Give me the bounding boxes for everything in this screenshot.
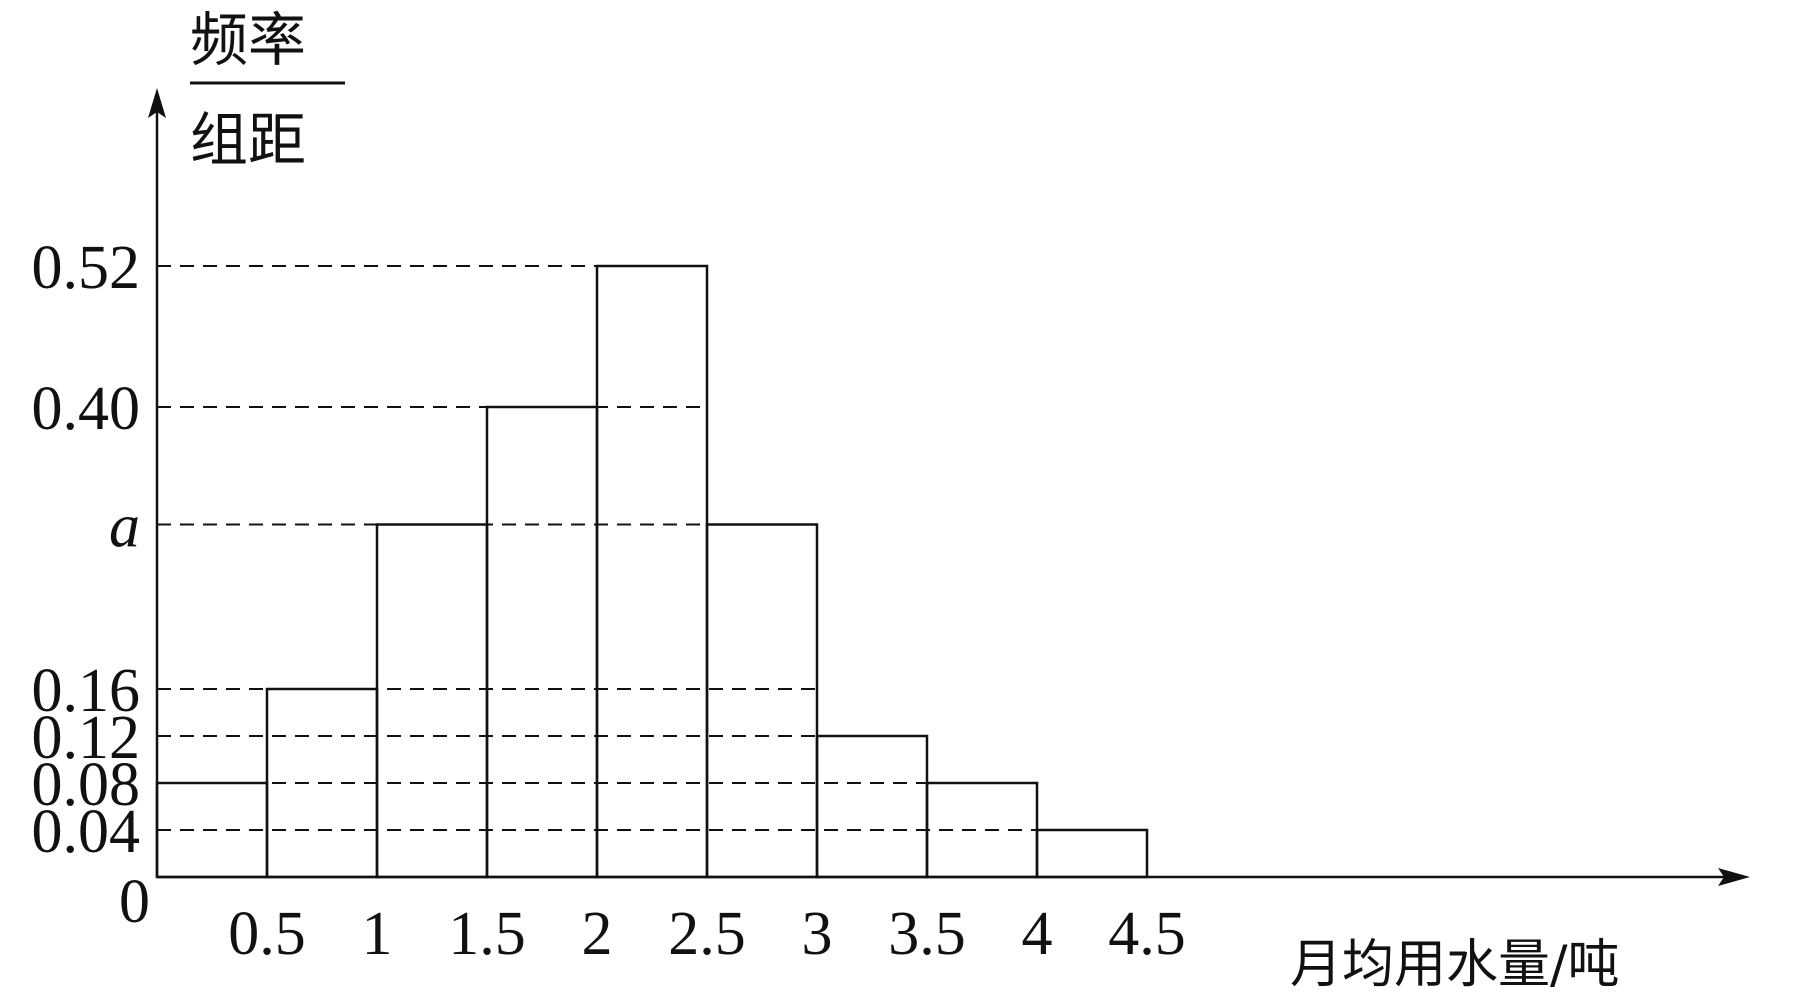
histogram-bar bbox=[485, 405, 599, 879]
y-axis-label: 频率 组距 bbox=[190, 6, 345, 174]
x-tick-label: 0.5 bbox=[228, 900, 306, 968]
histogram-bar bbox=[375, 523, 489, 879]
x-axis-label: 月均用水量/吨 bbox=[1290, 935, 1620, 995]
x-tick-label: 2 bbox=[582, 900, 613, 968]
x-tick-label: 0 bbox=[119, 868, 150, 936]
y-tick-label: 0.08 bbox=[32, 751, 141, 819]
y-tick-labels: 0.52 0.40 a 0.160.120.080.04 bbox=[32, 234, 141, 866]
x-tick-label: 1 bbox=[362, 900, 393, 968]
y-tick-label: a bbox=[109, 493, 140, 561]
x-tick-label: 4.5 bbox=[1108, 900, 1186, 968]
histogram-bar bbox=[705, 523, 819, 879]
x-tick-label: 3 bbox=[802, 900, 833, 968]
x-tick-label: 2.5 bbox=[668, 900, 746, 968]
y-axis-label-numerator: 频率 bbox=[190, 6, 306, 74]
y-axis-arrow bbox=[148, 88, 166, 118]
y-tick-label: 0.12 bbox=[32, 704, 141, 772]
bars bbox=[155, 264, 1149, 879]
y-tick-label: 0.04 bbox=[32, 798, 141, 866]
y-tick-label: 0.40 bbox=[32, 375, 141, 443]
x-axis-arrow bbox=[1718, 868, 1750, 886]
histogram-bar bbox=[815, 734, 929, 879]
y-axis-label-denominator: 组距 bbox=[190, 106, 306, 174]
x-tick-label: 1.5 bbox=[448, 900, 526, 968]
x-tick-label: 3.5 bbox=[888, 900, 966, 968]
histogram-bar bbox=[1035, 828, 1149, 879]
y-tick-label: 0.52 bbox=[32, 234, 141, 302]
x-tick-labels: 0 0.5 1 1.5 2 2.5 3 3.5 4 4.5 bbox=[119, 868, 1186, 968]
reference-lines bbox=[157, 265, 1147, 831]
axes bbox=[148, 88, 1750, 886]
y-tick-label: 0.16 bbox=[32, 657, 141, 725]
x-tick-label: 4 bbox=[1022, 900, 1053, 968]
histogram-bar bbox=[595, 264, 709, 879]
